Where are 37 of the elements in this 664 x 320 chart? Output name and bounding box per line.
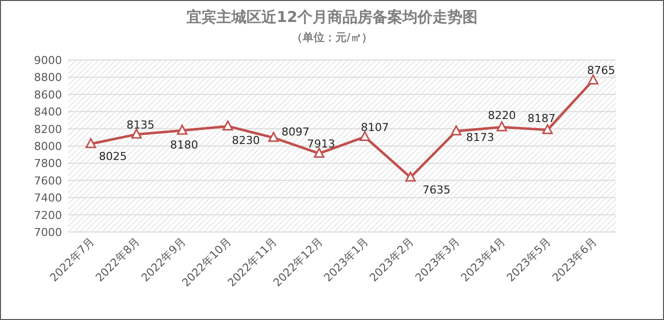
data-label: 8025 xyxy=(98,150,127,163)
y-tick-label: 7400 xyxy=(34,192,62,205)
y-tick-label: 8400 xyxy=(34,106,62,119)
point xyxy=(222,120,234,130)
data-label: 8173 xyxy=(466,131,494,144)
y-tick-label: 7800 xyxy=(34,157,62,170)
point xyxy=(496,121,508,132)
point xyxy=(176,124,188,135)
data-label: 8135 xyxy=(126,118,154,132)
data-label: 7635 xyxy=(422,183,450,196)
point xyxy=(86,138,96,148)
y-tick-label: 7600 xyxy=(34,174,62,188)
y-tick-label: 8600 xyxy=(34,88,62,102)
data-label: 8187 xyxy=(528,112,556,125)
y-tick-label: 9000 xyxy=(34,54,62,67)
y-tick-label: 7200 xyxy=(34,208,62,222)
point xyxy=(588,74,598,84)
y-tick-label: 7000 xyxy=(34,226,62,239)
point xyxy=(450,125,462,136)
chart-title: 宜宾主城区近12个月商品房备案均价走势图 xyxy=(186,8,478,26)
data-label: 8107 xyxy=(360,120,389,134)
point xyxy=(405,172,416,182)
data-label: 8230 xyxy=(232,134,260,148)
data-label: 8765 xyxy=(587,64,616,78)
point xyxy=(268,132,279,142)
point xyxy=(131,128,142,139)
y-tick-label: 8000 xyxy=(34,140,62,153)
point xyxy=(314,148,324,158)
point xyxy=(360,131,370,142)
chart-subtitle: （单位：元/㎡） xyxy=(291,31,373,44)
data-label: 7913 xyxy=(307,137,336,150)
y-tick-label: 8800 xyxy=(34,71,62,84)
y-tick-label: 8200 xyxy=(34,122,62,136)
data-label: 8097 xyxy=(282,126,310,139)
data-label: 8220 xyxy=(488,109,516,122)
data-label: 8180 xyxy=(170,138,198,152)
point xyxy=(542,124,553,134)
